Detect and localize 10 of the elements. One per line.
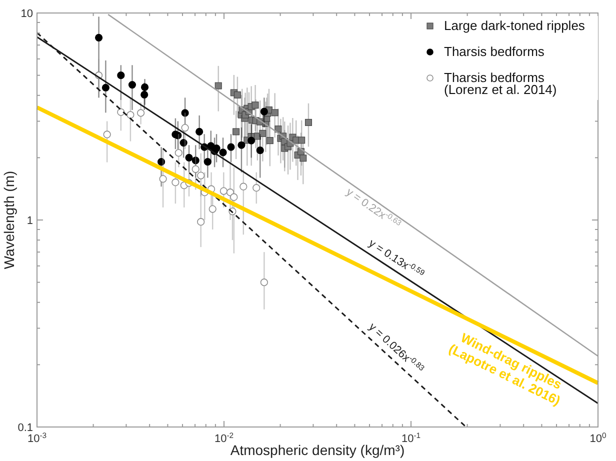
legend-label: Large dark-toned ripples	[444, 18, 586, 33]
y-axis-title: Wavelength (m)	[1, 170, 17, 270]
y-tick-label: 10	[20, 8, 33, 20]
x-axis-title: Atmospheric density (kg/m³)	[230, 442, 405, 458]
legend-label: Tharsis bedforms	[444, 44, 545, 59]
legend-label: Tharsis bedforms (Lorenz et al. 2014)	[444, 70, 557, 97]
y-tick-label: 1	[26, 215, 33, 227]
x-tick-label: 10$^{-1}$	[401, 430, 421, 445]
x-tick-label: 10$^{-2}$	[214, 430, 234, 445]
x-tick-label: 10$^{0}$	[590, 430, 606, 445]
